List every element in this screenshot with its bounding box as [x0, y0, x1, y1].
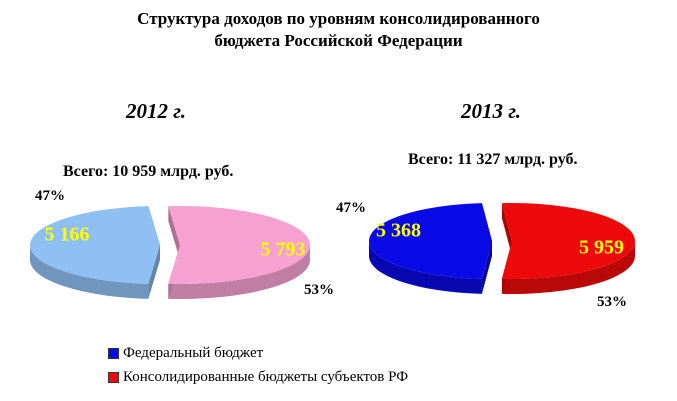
year-label-2012: 2012 г. — [126, 99, 186, 123]
pie-cut-face — [481, 241, 492, 294]
pie-top-face — [369, 203, 492, 279]
pie-cut-face — [148, 245, 160, 299]
value-label-2013-federal: 5 368 — [376, 220, 421, 242]
legend-swatch-regional — [108, 371, 119, 383]
year-label-2013: 2013 г. — [461, 99, 521, 123]
chart-title: Структура доходов по уровням консолидиро… — [0, 8, 677, 52]
pie-slice-2012-federal: 5 166 — [29, 206, 161, 299]
pie-2012: 5 166 5 793 — [29, 206, 310, 300]
total-label-2013: Всего: 11 327 млрд. руб. — [408, 151, 578, 168]
pct-federal-2012: 47% — [35, 188, 65, 204]
pie-side — [369, 241, 482, 294]
legend-item-regional: Консолидированные бюджеты субъектов РФ — [108, 365, 408, 389]
title-line-1: Структура доходов по уровням консолидиро… — [137, 9, 540, 28]
pie-cut-face — [501, 203, 512, 256]
legend: Федеральный бюджет Консолидированные бюд… — [108, 341, 408, 389]
pct-regional-2013: 53% — [597, 294, 627, 310]
legend-label-regional: Консолидированные бюджеты субъектов РФ — [123, 368, 409, 385]
total-label-2012: Всего: 10 959 млрд. руб. — [63, 163, 234, 180]
legend-item-federal: Федеральный бюджет — [108, 341, 408, 365]
legend-swatch-federal — [108, 347, 119, 359]
title-line-2: бюджета Российской Федерации — [214, 31, 463, 50]
pie-top-face — [168, 206, 310, 284]
pie-side — [501, 241, 635, 294]
pie-top-face — [501, 202, 636, 279]
pie-slice-2013-federal: 5 368 — [369, 203, 492, 294]
value-label-2012-federal: 5 166 — [45, 224, 90, 246]
pct-federal-2013: 47% — [336, 200, 366, 216]
pie-slice-2013-regional: 5 959 — [501, 202, 636, 294]
value-label-2013-regional: 5 959 — [579, 237, 624, 259]
pie-slice-2012-regional: 5 793 — [168, 206, 310, 300]
pie-cut-face — [168, 206, 180, 260]
pie-side — [29, 245, 149, 299]
pct-regional-2012: 53% — [304, 282, 334, 298]
pie-2013: 5 368 5 959 — [369, 202, 636, 294]
legend-label-federal: Федеральный бюджет — [123, 344, 264, 361]
pie-top-face — [29, 206, 161, 284]
value-label-2012-regional: 5 793 — [261, 239, 306, 261]
pie-side — [168, 245, 310, 300]
